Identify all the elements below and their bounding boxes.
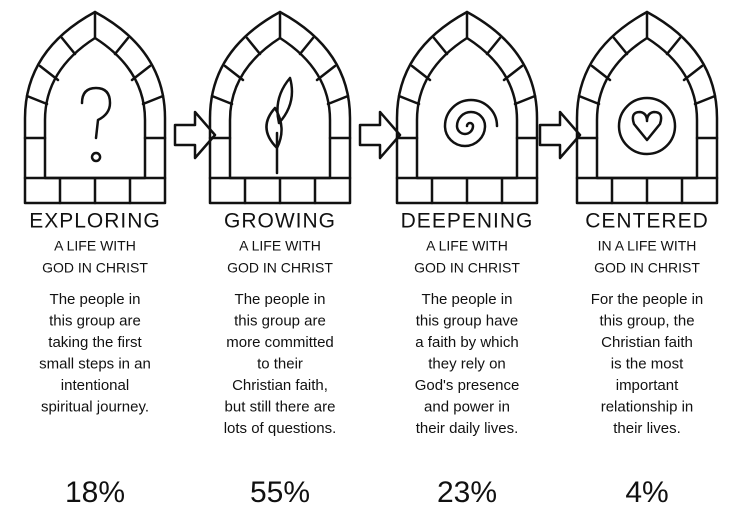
stage-description: a faith by which [415, 334, 518, 351]
circle-icon [617, 96, 677, 156]
stage-description: they rely on [428, 355, 506, 372]
stage-description: this group are [234, 312, 326, 329]
stage-description: this group are [49, 312, 141, 329]
stage-share: 4% [625, 476, 668, 509]
stage-description: Christian faith [601, 334, 693, 351]
stage-title: CENTERED [585, 210, 709, 233]
window-centered [575, 10, 719, 205]
heart-icon [631, 110, 663, 142]
stage-share: 55% [250, 476, 310, 509]
stage-title: EXPLORING [29, 210, 161, 233]
stage-subtitle: GOD IN CHRIST [42, 260, 148, 276]
stage-description: their daily lives. [416, 420, 519, 437]
stage-title: GROWING [224, 210, 336, 233]
stage-description: their lives. [613, 420, 681, 437]
window-exploring [23, 10, 167, 205]
arrow [538, 110, 582, 160]
stage-description: For the people in [591, 291, 704, 308]
stage-subtitle: GOD IN CHRIST [594, 260, 700, 276]
stage-description: The people in [235, 291, 326, 308]
stage-description: Christian faith, [232, 377, 328, 394]
window-growing [208, 10, 352, 205]
stage-description: this group have [416, 312, 519, 329]
window-deepening [395, 10, 539, 205]
arrow [358, 110, 402, 160]
stage-description: The people in [422, 291, 513, 308]
stage-description: God's presence [415, 377, 520, 394]
question-icon [80, 86, 112, 163]
stage-share: 23% [437, 476, 497, 509]
stage-subtitle: A LIFE WITH [426, 238, 508, 254]
stage-description: relationship in [601, 398, 694, 415]
stage-subtitle: A LIFE WITH [54, 238, 136, 254]
stage-description: The people in [50, 291, 141, 308]
stage-description: spiritual journey. [41, 398, 149, 415]
stage-description: taking the first [48, 334, 142, 351]
spiral-icon [443, 98, 499, 148]
stage-share: 18% [65, 476, 125, 509]
leaf-icon [265, 76, 294, 175]
stage-subtitle: GOD IN CHRIST [414, 260, 520, 276]
stage-description: is the most [611, 355, 684, 372]
stage-subtitle: GOD IN CHRIST [227, 260, 333, 276]
stage-description: small steps in an [39, 355, 151, 372]
stage-description: more committed [226, 334, 334, 351]
stage-description: to their [257, 355, 303, 372]
stage-description: important [616, 377, 679, 394]
stage-subtitle: IN A LIFE WITH [598, 238, 697, 254]
stage-subtitle: A LIFE WITH [239, 238, 321, 254]
stage-title: DEEPENING [401, 210, 534, 233]
stage-description: intentional [61, 377, 129, 394]
stage-description: but still there are [225, 398, 336, 415]
stage-description: this group, the [599, 312, 694, 329]
stage-description: and power in [424, 398, 510, 415]
stage-description: lots of questions. [224, 420, 337, 437]
